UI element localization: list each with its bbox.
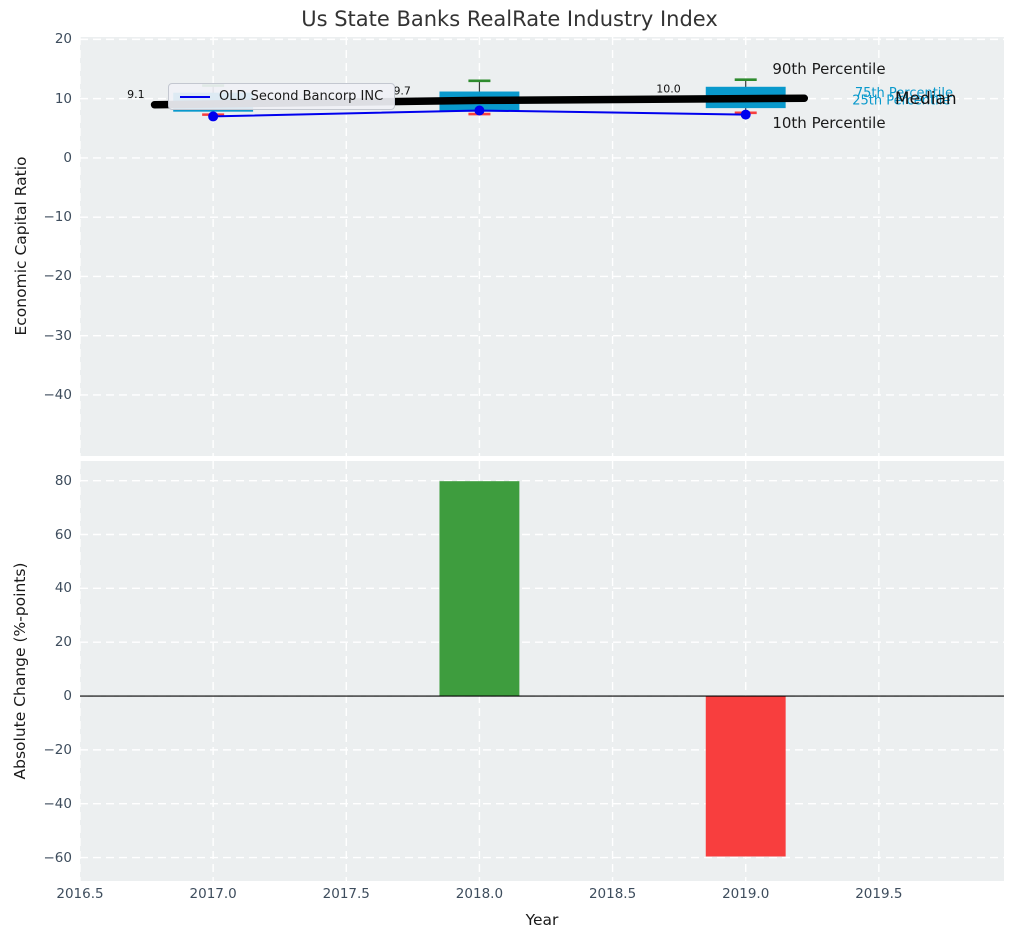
top-y-tick-label: −30: [43, 327, 73, 344]
bottom-y-tick-label: 20: [54, 634, 72, 651]
change-bar: [439, 481, 520, 697]
legend-label: OLD Second Bancorp INC: [219, 89, 384, 104]
change-bar: [705, 696, 786, 857]
x-tick-label: 2017.0: [189, 886, 237, 902]
percentile-label: 10th Percentile: [772, 114, 885, 132]
percentile-label: 75th Percentile: [855, 86, 953, 101]
top-y-axis-label: Economic Capital Ratio: [12, 156, 30, 336]
x-tick-label: 2016.5: [56, 886, 104, 902]
top-y-tick-label: −10: [43, 209, 73, 226]
percentile-label: Median: [895, 89, 957, 109]
legend: OLD Second Bancorp INC: [168, 83, 396, 110]
bottom-y-tick-label: −40: [43, 795, 73, 812]
bottom-y-tick-label: 0: [63, 688, 72, 705]
median-value-annotation: 9.1: [127, 88, 145, 101]
bottom-plot-canvas: [79, 461, 1004, 881]
top-y-tick-label: 20: [54, 31, 72, 48]
company-point: [474, 105, 485, 116]
bottom-plot-area: [79, 461, 1004, 881]
top-y-tick-label: −40: [43, 386, 73, 403]
bottom-y-tick-label: −60: [43, 849, 73, 866]
percentile-label: 25th Percentile: [852, 94, 950, 109]
bottom-y-tick-label: 80: [54, 472, 72, 489]
x-tick-label: 2019.0: [722, 886, 770, 902]
x-tick-label: 2019.5: [855, 886, 903, 902]
top-y-tick-label: 10: [54, 90, 72, 107]
top-plot-area: 9.1 9.7 10.0 90th Percentile 10th Percentile…: [79, 37, 1004, 456]
company-point: [208, 111, 219, 122]
chart-title: Us State Banks RealRate Industry Index: [301, 7, 718, 31]
x-tick-label: 2017.5: [322, 886, 370, 902]
bottom-y-tick-label: −20: [43, 741, 73, 758]
median-value-annotation: 9.7: [393, 85, 411, 98]
company-point: [740, 109, 751, 120]
x-tick-label: 2018.0: [455, 886, 504, 902]
top-y-tick-label: 0: [63, 149, 72, 166]
top-y-tick-label: −20: [43, 268, 73, 285]
percentile-label: 90th Percentile: [772, 60, 885, 78]
x-axis-label: Year: [525, 911, 559, 929]
bottom-y-tick-label: 40: [54, 580, 72, 597]
x-tick-label: 2018.5: [588, 886, 637, 902]
bottom-y-tick-label: 60: [54, 526, 72, 543]
median-value-annotation: 10.0: [656, 83, 681, 96]
legend-line-swatch: [180, 95, 210, 98]
